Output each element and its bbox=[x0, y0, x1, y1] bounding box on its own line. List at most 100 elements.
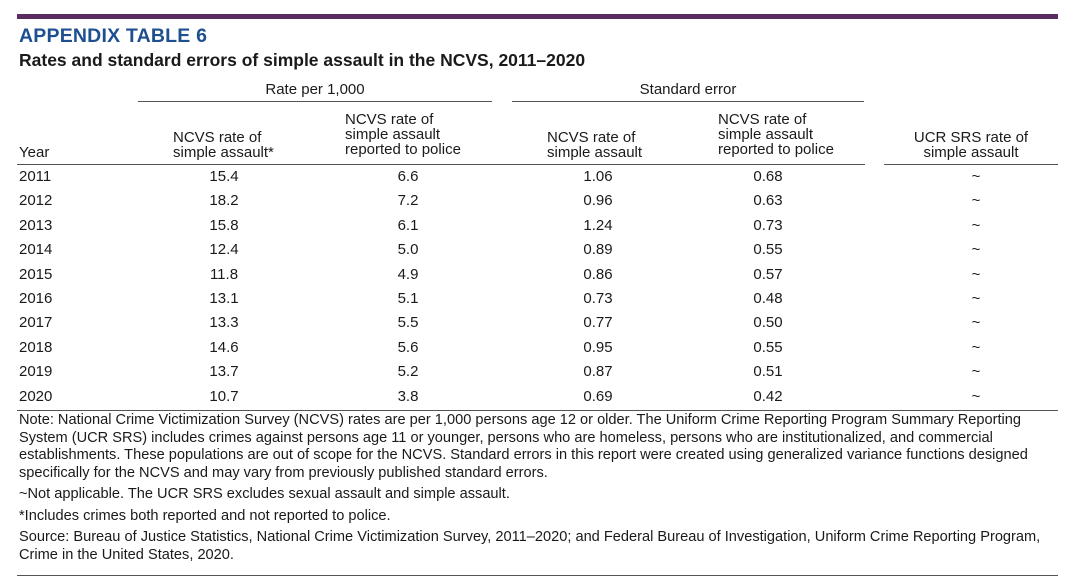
body-rule bbox=[17, 410, 1058, 411]
cell-rate-police: 5.6 bbox=[397, 338, 419, 356]
cell-rate-police: 5.2 bbox=[397, 363, 419, 381]
cell-se: 0.77 bbox=[583, 314, 613, 332]
cell-year: 2014 bbox=[19, 241, 53, 259]
cell-rate: 15.8 bbox=[209, 216, 239, 234]
cell-se-police: 0.73 bbox=[753, 216, 783, 234]
table-row: 2015 11.8 4.9 0.86 0.57 ~ bbox=[17, 264, 1058, 288]
column-header-line: UCR SRS rate of bbox=[913, 129, 1029, 146]
cell-ucr: ~ bbox=[971, 289, 981, 307]
note-main: Note: National Crime Victimization Surve… bbox=[19, 412, 1028, 481]
column-header-line: NCVS rate of bbox=[173, 129, 262, 146]
table-row: 2013 15.8 6.1 1.24 0.73 ~ bbox=[17, 215, 1058, 239]
column-header-line: reported to police bbox=[345, 141, 461, 158]
cell-rate-police: 7.2 bbox=[397, 192, 419, 210]
cell-year: 2013 bbox=[19, 216, 53, 234]
column-header-line: NCVS rate of bbox=[547, 129, 636, 146]
cell-rate: 10.7 bbox=[209, 387, 239, 405]
cell-se-police: 0.42 bbox=[753, 387, 783, 405]
cell-rate: 15.4 bbox=[209, 168, 239, 185]
column-header-year: Year bbox=[19, 145, 49, 160]
cell-rate: 13.3 bbox=[209, 314, 239, 332]
cell-year: 2018 bbox=[19, 338, 53, 356]
cell-ucr: ~ bbox=[971, 338, 981, 356]
cell-se: 0.73 bbox=[583, 289, 613, 307]
cell-rate-police: 6.1 bbox=[397, 216, 419, 234]
group-header-rate: Rate per 1,000 bbox=[265, 81, 365, 98]
column-header-line: simple assault bbox=[718, 126, 814, 143]
column-header-line: reported to police bbox=[718, 141, 834, 158]
cell-se-police: 0.63 bbox=[753, 192, 783, 210]
cell-se: 0.89 bbox=[583, 241, 613, 259]
table-row: 2014 12.4 5.0 0.89 0.55 ~ bbox=[17, 239, 1058, 263]
cell-rate-police: 5.1 bbox=[397, 289, 419, 307]
cell-year: 2017 bbox=[19, 314, 53, 332]
note-source: Source: Bureau of Justice Statistics, Na… bbox=[19, 529, 1041, 563]
column-header-se-ncvs: NCVS rate of simple assault bbox=[547, 130, 642, 160]
header-rule bbox=[17, 164, 865, 165]
table-row: 2018 14.6 5.6 0.95 0.55 ~ bbox=[17, 337, 1058, 361]
cell-rate: 13.1 bbox=[209, 289, 239, 307]
group-rule-rate bbox=[138, 101, 492, 102]
table-row: 2012 18.2 7.2 0.96 0.63 ~ bbox=[17, 190, 1058, 214]
cell-se: 1.24 bbox=[583, 216, 613, 234]
column-header-line: simple assault* bbox=[173, 144, 274, 161]
cell-rate: 14.6 bbox=[209, 338, 239, 356]
column-header-rate-ncvs: NCVS rate of simple assault* bbox=[173, 130, 274, 160]
table-title: Rates and standard errors of simple assa… bbox=[19, 50, 586, 70]
group-rule-standard-error bbox=[512, 101, 864, 102]
cell-rate: 13.7 bbox=[209, 363, 239, 381]
cell-rate-police: 6.6 bbox=[397, 168, 419, 185]
cell-se-police: 0.55 bbox=[753, 338, 783, 356]
cell-rate: 11.8 bbox=[209, 265, 239, 283]
cell-se-police: 0.50 bbox=[753, 314, 783, 332]
cell-se-police: 0.55 bbox=[753, 241, 783, 259]
cell-se-police: 0.57 bbox=[753, 265, 783, 283]
cell-ucr: ~ bbox=[971, 387, 981, 405]
cell-ucr: ~ bbox=[971, 192, 981, 210]
note-asterisk: *Includes crimes both reported and not r… bbox=[19, 507, 391, 524]
cell-se: 0.86 bbox=[583, 265, 613, 283]
table-row: 2020 10.7 3.8 0.69 0.42 ~ bbox=[17, 386, 1058, 410]
note-not-applicable: ~Not applicable. The UCR SRS excludes se… bbox=[19, 486, 510, 502]
cell-ucr: ~ bbox=[971, 265, 981, 283]
column-header-se-reported: NCVS rate of simple assault reported to … bbox=[718, 112, 834, 157]
table-row: 2017 13.3 5.5 0.77 0.50 ~ bbox=[17, 312, 1058, 336]
table-row: 2019 13.7 5.2 0.87 0.51 ~ bbox=[17, 361, 1058, 385]
cell-se-police: 0.48 bbox=[753, 289, 783, 307]
cell-se: 0.96 bbox=[583, 192, 613, 210]
cell-year: 2015 bbox=[19, 265, 53, 283]
cell-se-police: 0.68 bbox=[753, 168, 783, 185]
column-header-line: simple assault bbox=[345, 126, 441, 143]
table-body: 2011 15.4 6.6 1.06 0.68 ~ 2012 18.2 7.2 … bbox=[17, 166, 1058, 410]
cell-year: 2012 bbox=[19, 192, 53, 210]
cell-rate-police: 5.0 bbox=[397, 241, 419, 259]
column-header-year-label: Year bbox=[19, 144, 50, 161]
cell-year: 2019 bbox=[19, 363, 53, 381]
cell-ucr: ~ bbox=[971, 314, 981, 332]
appendix-label: APPENDIX TABLE 6 bbox=[19, 25, 208, 47]
group-header-standard-error: Standard error bbox=[639, 81, 737, 98]
table-row: 2016 13.1 5.1 0.73 0.48 ~ bbox=[17, 288, 1058, 312]
cell-rate: 18.2 bbox=[209, 192, 239, 210]
cell-rate: 12.4 bbox=[209, 241, 239, 259]
ucr-header-rule bbox=[884, 164, 1058, 165]
cell-se-police: 0.51 bbox=[753, 363, 783, 381]
cell-year: 2011 bbox=[19, 168, 52, 185]
column-header-line: NCVS rate of bbox=[345, 111, 434, 128]
cell-ucr: ~ bbox=[971, 363, 981, 381]
column-header-ucr: UCR SRS rate of simple assault bbox=[884, 130, 1058, 160]
column-header-line: NCVS rate of bbox=[718, 111, 807, 128]
column-header-rate-reported: NCVS rate of simple assault reported to … bbox=[345, 112, 461, 157]
cell-rate-police: 3.8 bbox=[397, 387, 419, 405]
cell-se: 1.06 bbox=[583, 168, 613, 185]
cell-ucr: ~ bbox=[971, 241, 981, 259]
column-header-line: simple assault bbox=[923, 144, 1019, 161]
cell-ucr: ~ bbox=[971, 216, 981, 234]
cell-ucr: ~ bbox=[971, 168, 981, 185]
top-accent-bar bbox=[17, 14, 1058, 19]
cell-rate-police: 5.5 bbox=[397, 314, 419, 332]
cell-year: 2016 bbox=[19, 289, 53, 307]
table-row: 2011 15.4 6.6 1.06 0.68 ~ bbox=[17, 166, 1058, 190]
column-header-line: simple assault bbox=[547, 144, 643, 161]
cell-se: 0.69 bbox=[583, 387, 613, 405]
